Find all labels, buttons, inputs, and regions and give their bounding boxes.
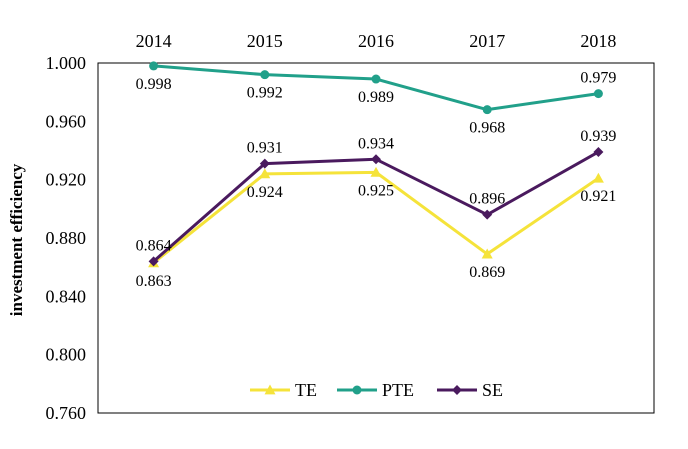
x-category-label: 2016: [358, 31, 394, 51]
series-te: [148, 166, 604, 268]
data-point-pte: [149, 61, 159, 71]
data-label-se: 0.939: [580, 128, 616, 145]
y-tick-label: 0.880: [46, 228, 87, 248]
y-axis-title: investment efficiency: [7, 163, 26, 316]
y-tick-label: 1.000: [46, 53, 87, 73]
data-label-se: 0.931: [247, 140, 283, 157]
data-point-te: [592, 172, 604, 183]
y-tick-label: 0.960: [46, 111, 87, 131]
legend-label-se: SE: [482, 380, 503, 400]
y-axis-ticks: 0.760 0.800 0.840 0.880 0.920 0.960 1.000: [46, 53, 87, 423]
legend-marker-te: [264, 384, 276, 395]
y-tick-label: 0.760: [46, 403, 87, 423]
data-label-te: 0.925: [358, 182, 394, 199]
data-point-pte: [260, 70, 270, 80]
y-tick-label: 0.840: [46, 286, 87, 306]
data-labels: 0.863 0.924 0.925 0.869 0.921 0.998 0.992 0.989…: [136, 70, 617, 290]
data-point-pte: [593, 89, 603, 99]
legend-item-te: TE: [250, 380, 317, 400]
x-category-label: 2015: [247, 31, 283, 51]
series-lines: [148, 61, 604, 268]
data-label-pte: 0.989: [358, 89, 394, 106]
data-point-se: [593, 146, 604, 157]
data-label-pte: 0.998: [136, 76, 172, 93]
x-category-label: 2017: [469, 31, 505, 51]
x-category-label: 2014: [136, 31, 172, 51]
data-point-te: [370, 166, 382, 177]
data-point-te: [259, 168, 271, 179]
data-label-pte: 0.992: [247, 85, 283, 102]
data-point-se: [482, 209, 493, 220]
data-label-se: 0.864: [136, 237, 172, 254]
x-axis-categories: 2014 2015 2016 2017 2018: [136, 31, 617, 51]
data-label-te: 0.924: [247, 184, 283, 201]
data-label-te: 0.921: [580, 188, 616, 205]
data-label-pte: 0.979: [580, 70, 616, 87]
data-point-pte: [482, 105, 492, 115]
y-tick-label: 0.800: [46, 345, 87, 365]
plot-area-frame: [97, 62, 655, 414]
x-category-label: 2018: [580, 31, 616, 51]
data-point-se: [148, 256, 159, 267]
legend-marker-pte: [352, 385, 362, 395]
data-point-te: [481, 248, 493, 259]
data-label-te: 0.863: [136, 273, 172, 290]
data-label-se: 0.896: [469, 191, 505, 208]
legend-marker-se: [452, 385, 462, 395]
legend-item-se: SE: [437, 380, 503, 400]
data-point-se: [371, 154, 381, 165]
data-label-pte: 0.968: [469, 120, 505, 137]
legend-label-te: TE: [295, 380, 317, 400]
data-label-se: 0.934: [358, 135, 394, 152]
data-point-pte: [371, 74, 381, 84]
legend-label-pte: PTE: [382, 380, 414, 400]
data-point-se: [259, 158, 270, 169]
series-se: [148, 146, 604, 267]
legend: TE PTE SE: [250, 380, 503, 400]
data-label-te: 0.869: [469, 264, 505, 281]
series-pte: [149, 61, 603, 115]
y-tick-label: 0.920: [46, 170, 87, 190]
legend-item-pte: PTE: [337, 380, 414, 400]
